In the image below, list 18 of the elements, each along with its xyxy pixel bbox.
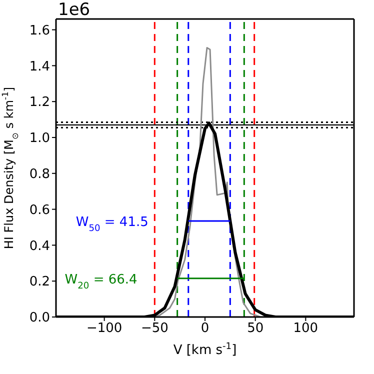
y-tick-label: 1.4	[29, 59, 50, 74]
x-tick-label: −50	[140, 321, 168, 336]
y-tick-label: 0.2	[29, 274, 50, 290]
x-tick-label: −100	[86, 321, 122, 336]
y-tick-label: 1.0	[29, 131, 50, 146]
x-tick-label: 0	[200, 321, 210, 336]
y-tick-label: 1.2	[29, 95, 50, 110]
y-tick-label: 0.0	[29, 310, 50, 326]
text: W$_{20}$ = 66.4	[64, 272, 138, 292]
y-tick-label: 0.8	[29, 167, 50, 182]
y-tick-label: 0.6	[29, 202, 50, 218]
text: W$_{50}$ = 41.5	[76, 214, 148, 234]
x-tick-label: 100	[293, 321, 318, 336]
annotation: 1e6	[58, 0, 90, 20]
y-tick-label: 0.4	[29, 238, 50, 254]
x-axis-title: V [km s$^{-1}$]	[173, 342, 237, 358]
x-tick-label: 50	[247, 321, 264, 336]
y-tick-label: 1.6	[29, 23, 50, 38]
